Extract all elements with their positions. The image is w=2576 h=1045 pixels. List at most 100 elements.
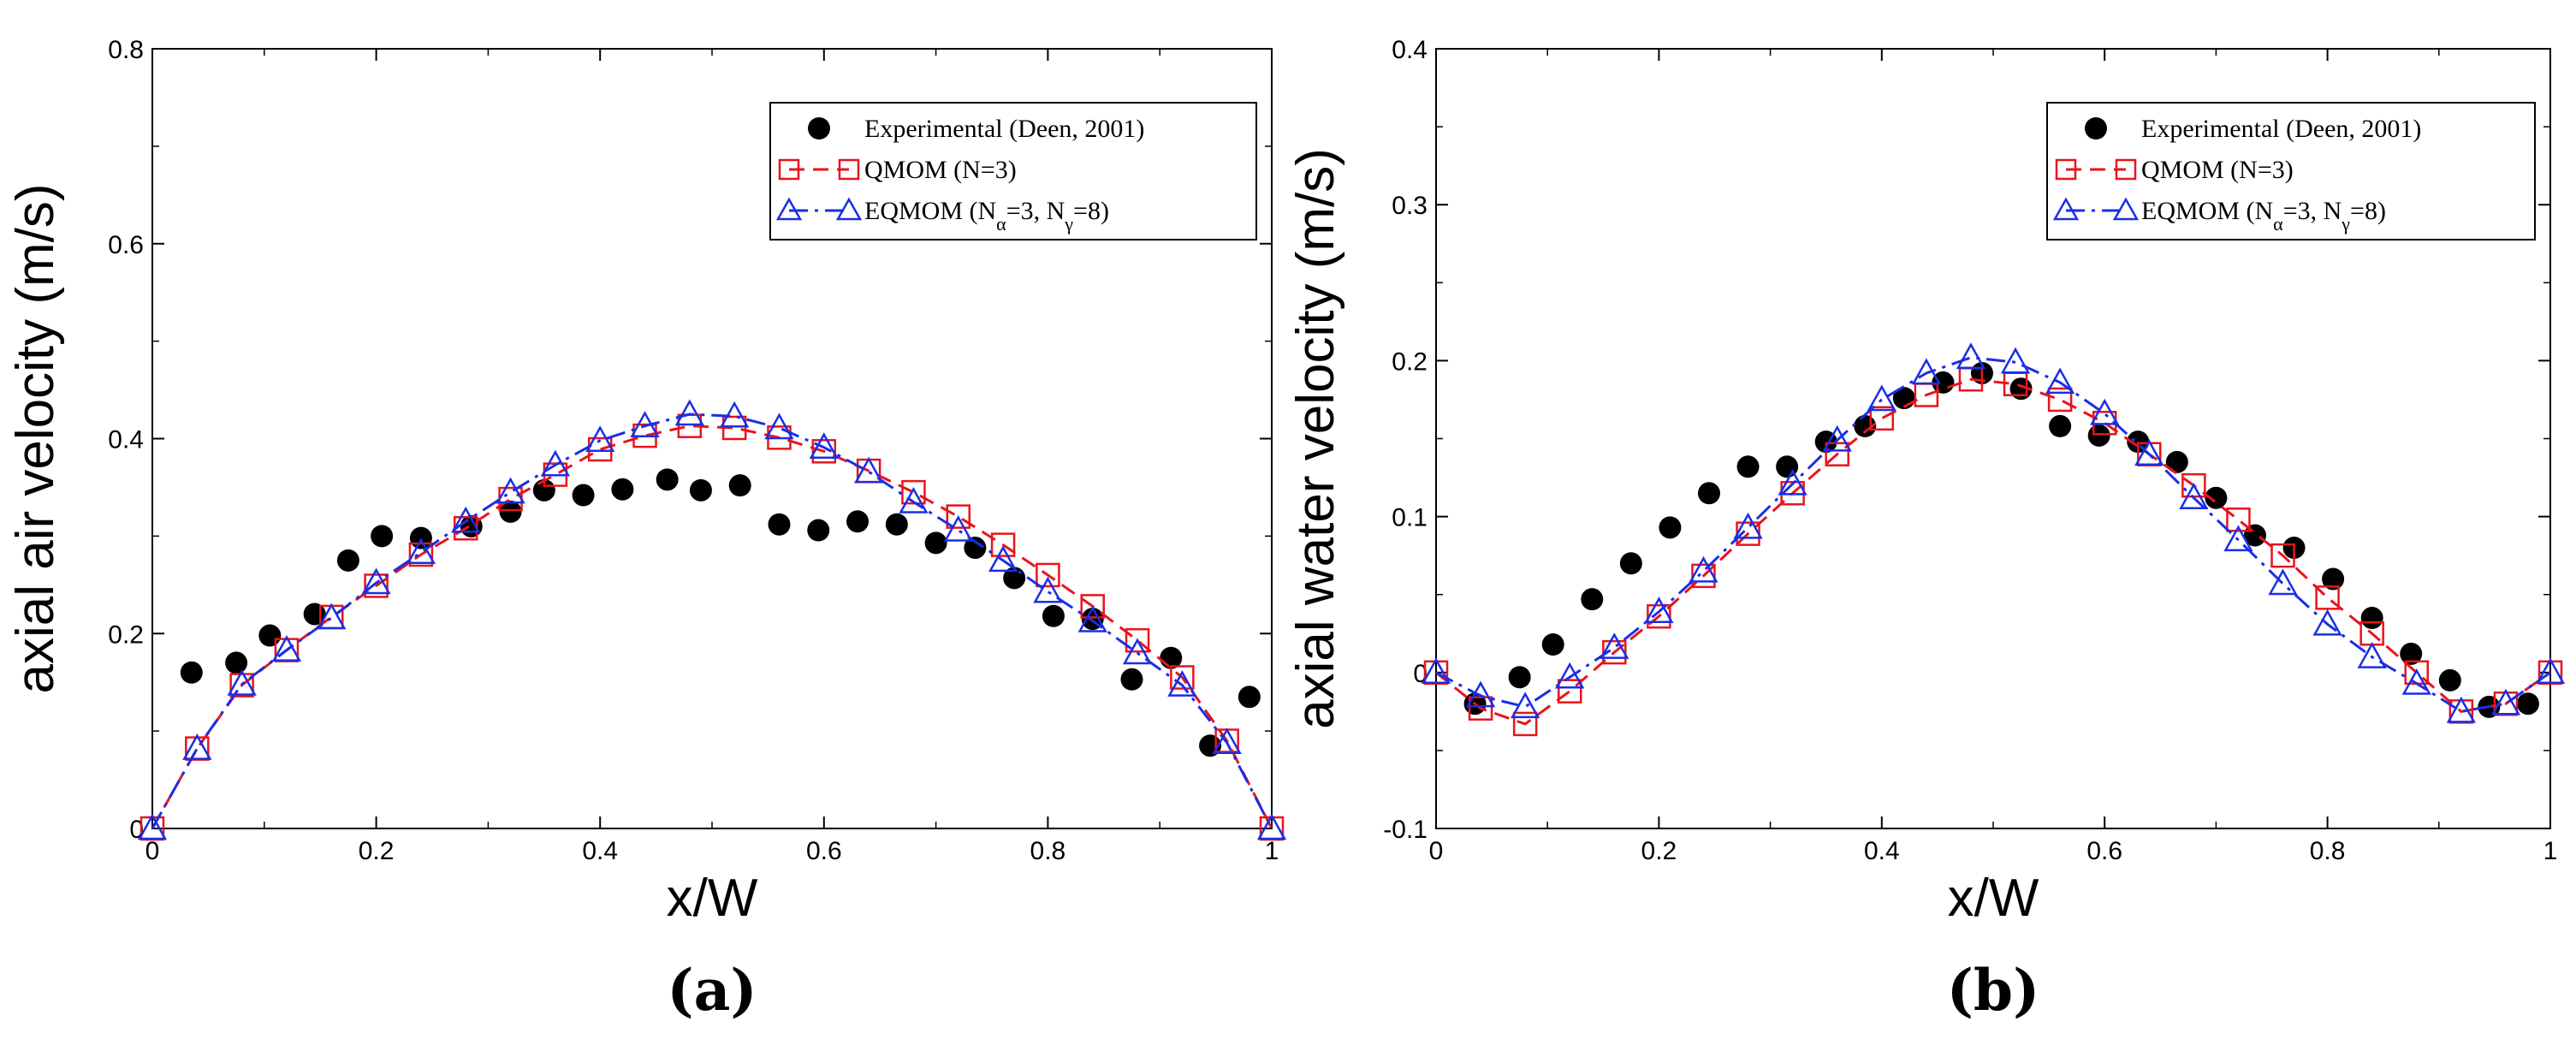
x-tick-label: 1 xyxy=(1265,837,1279,865)
data-point xyxy=(2315,585,2340,610)
data-point xyxy=(1689,555,1718,583)
x-axis-label: x/W xyxy=(1948,869,2039,928)
data-point xyxy=(2179,483,2209,509)
data-point xyxy=(361,567,391,595)
data-point xyxy=(336,549,359,572)
x-tick-label: 0.8 xyxy=(1030,837,1066,865)
data-point xyxy=(1691,563,1716,589)
data-point xyxy=(408,542,434,567)
data-point xyxy=(1238,686,1261,709)
legend-marker xyxy=(778,158,800,181)
x-tick-label: 0 xyxy=(145,837,160,865)
legend-marker xyxy=(2115,158,2137,181)
x-tick-label: 0.6 xyxy=(2086,837,2122,865)
data-point xyxy=(1125,627,1150,653)
y-tick-label: 0.4 xyxy=(108,426,144,454)
legend-marker xyxy=(2055,158,2077,181)
data-point xyxy=(1122,638,1153,665)
data-point xyxy=(2516,692,2539,715)
series-1 xyxy=(139,413,1285,841)
data-point xyxy=(2134,439,2164,466)
data-point xyxy=(2490,688,2521,715)
data-point xyxy=(2400,642,2423,665)
data-point xyxy=(1619,552,1642,575)
data-point xyxy=(2000,347,2031,374)
legend-marker xyxy=(2085,117,2107,140)
data-point xyxy=(1778,468,1807,496)
y-tick-label: -0.1 xyxy=(1383,816,1427,844)
data-point xyxy=(1170,665,1195,690)
legend-label: Experimental (Deen, 2001) xyxy=(864,115,1144,143)
y-axis-label: axial water velocity (m/s) xyxy=(1286,148,1345,729)
data-point xyxy=(768,513,791,536)
x-tick-label: 1 xyxy=(2543,837,2558,865)
legend-marker xyxy=(835,197,863,221)
data-point xyxy=(2268,568,2298,596)
y-tick-label: 0.4 xyxy=(1392,36,1427,64)
data-point xyxy=(1602,639,1627,665)
y-tick-label: 0.3 xyxy=(1392,192,1427,220)
legend-label-part: =3, N xyxy=(2283,197,2342,225)
data-point xyxy=(2401,668,2431,695)
data-point xyxy=(540,449,571,477)
data-point xyxy=(2312,609,2342,636)
data-point xyxy=(943,514,973,542)
legend: Experimental (Deen, 2001) QMOM (N=3) EQMOM… xyxy=(2046,102,2536,240)
legend-box xyxy=(2046,102,2536,240)
data-point xyxy=(406,537,436,564)
y-tick-label: 0.2 xyxy=(1392,347,1427,376)
data-point xyxy=(1697,482,1720,505)
data-point xyxy=(988,545,1018,573)
legend-label: Experimental (Deen, 2001) xyxy=(2141,115,2421,143)
panel-label: (a) xyxy=(667,957,757,1024)
data-point xyxy=(1555,662,1585,689)
data-point xyxy=(1659,516,1682,539)
legend-label: EQMOM (Nα=3, Nγ=8) xyxy=(864,197,1109,235)
x-tick-label: 0 xyxy=(1429,837,1444,865)
data-point xyxy=(1080,594,1105,619)
data-point xyxy=(1036,562,1060,588)
data-point xyxy=(180,661,203,684)
data-point xyxy=(2127,430,2150,454)
data-point xyxy=(1120,668,1143,691)
data-point xyxy=(271,635,302,662)
data-point xyxy=(1256,813,1287,840)
data-point xyxy=(2049,414,2072,437)
data-point xyxy=(2045,367,2075,395)
data-point xyxy=(364,573,389,598)
data-point xyxy=(721,415,747,441)
data-point xyxy=(1956,342,1986,370)
data-point xyxy=(258,624,282,647)
data-point xyxy=(1212,727,1242,755)
data-point xyxy=(720,401,750,428)
legend-label-part: EQMOM (N xyxy=(864,197,996,225)
data-point xyxy=(1508,666,1531,689)
data-point xyxy=(853,456,884,484)
legend-label-part: γ xyxy=(1064,213,1073,235)
data-point xyxy=(924,531,947,555)
data-point xyxy=(2446,696,2476,723)
x-axis-label: x/W xyxy=(667,869,758,928)
series-2 xyxy=(1421,342,2566,723)
data-point xyxy=(1644,597,1674,623)
data-point xyxy=(2535,657,2566,685)
legend-marker xyxy=(2112,197,2140,221)
legend-label-part: γ xyxy=(2341,213,2350,235)
data-point xyxy=(2226,507,2251,532)
data-point xyxy=(371,525,394,548)
data-point xyxy=(764,413,794,440)
data-point xyxy=(885,513,908,536)
data-point xyxy=(656,468,679,491)
data-point xyxy=(899,486,929,514)
data-point xyxy=(1077,605,1107,632)
data-point xyxy=(2165,450,2188,473)
data-point xyxy=(1167,670,1197,697)
data-point xyxy=(1581,588,1604,611)
panel-label: (b) xyxy=(1947,957,2040,1024)
data-point xyxy=(496,477,525,504)
legend-label-part: =8) xyxy=(1073,197,1109,225)
data-point xyxy=(1465,680,1496,708)
x-tick-label: 0.6 xyxy=(806,837,842,865)
data-point xyxy=(1825,442,1849,466)
x-tick-label: 0.8 xyxy=(2310,837,2346,865)
